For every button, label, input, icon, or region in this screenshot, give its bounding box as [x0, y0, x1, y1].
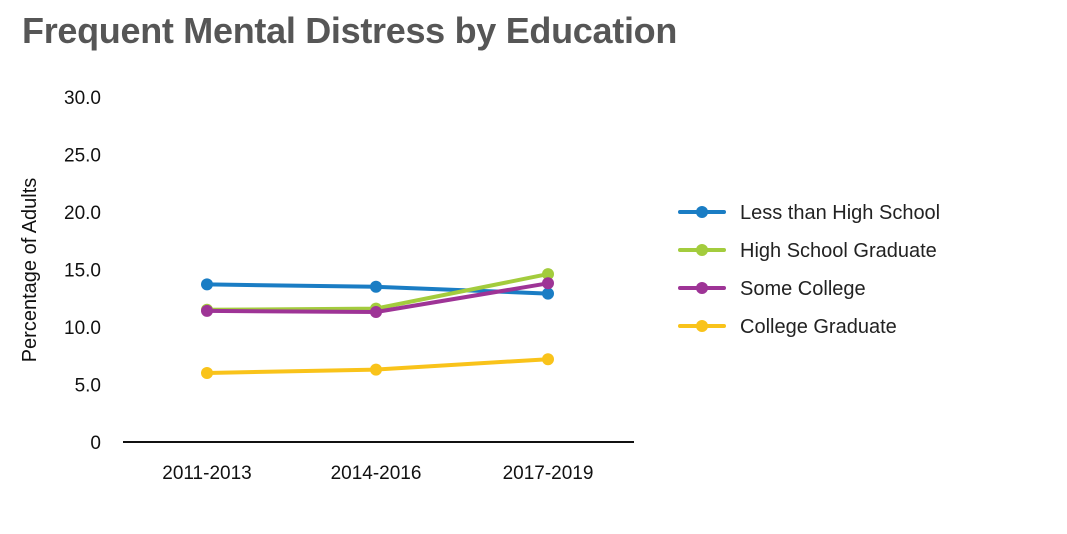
legend-item: Some College — [678, 278, 866, 300]
chart-title: Frequent Mental Distress by Education — [22, 10, 678, 51]
y-tick-label: 0 — [90, 433, 101, 454]
y-tick-label: 30.0 — [64, 88, 101, 109]
x-axis-ticks: 2011-2013 2014-2016 2017-2019 — [162, 463, 593, 484]
data-point — [370, 306, 382, 318]
y-axis-ticks: 0 5.0 10.0 15.0 20.0 25.0 30.0 — [64, 88, 101, 454]
y-tick-label: 20.0 — [64, 203, 101, 224]
legend-item: Less than High School — [678, 202, 940, 224]
y-axis-label: Percentage of Adults — [19, 178, 41, 363]
data-point — [370, 363, 382, 376]
y-tick-label: 10.0 — [64, 318, 101, 339]
data-point — [370, 280, 382, 293]
legend-item: College Graduate — [678, 316, 897, 338]
data-point — [542, 287, 554, 300]
legend-swatch-marker — [696, 282, 708, 294]
legend-swatch-marker — [696, 244, 708, 256]
data-point — [201, 367, 213, 379]
series-lines — [201, 268, 554, 379]
series-college-graduate — [201, 353, 554, 379]
legend-label: High School Graduate — [740, 240, 937, 262]
y-tick-label: 15.0 — [64, 261, 101, 282]
y-tick-label: 25.0 — [64, 146, 101, 167]
legend-swatch-marker — [696, 320, 708, 332]
data-point — [201, 304, 213, 317]
y-tick-label: 5.0 — [75, 376, 101, 397]
x-tick-label: 2014-2016 — [331, 463, 422, 484]
legend-label: Some College — [740, 278, 866, 300]
legend-label: Less than High School — [740, 202, 940, 224]
legend-swatch-marker — [696, 206, 708, 218]
data-point — [542, 353, 554, 366]
data-point — [542, 268, 554, 281]
legend: Less than High School High School Graduat… — [678, 202, 940, 338]
legend-item: High School Graduate — [678, 240, 937, 262]
x-tick-label: 2017-2019 — [503, 463, 594, 484]
series-some-college — [201, 277, 554, 318]
x-tick-label: 2011-2013 — [162, 463, 251, 484]
data-point — [542, 277, 554, 290]
data-point — [201, 278, 213, 291]
legend-label: College Graduate — [740, 316, 897, 338]
